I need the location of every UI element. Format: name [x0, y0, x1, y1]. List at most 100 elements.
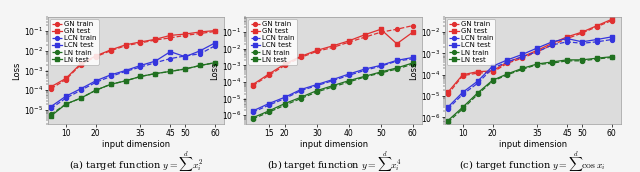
LN test: [533, 63, 541, 65]
LCN test: [329, 78, 337, 80]
LN test: [211, 62, 219, 64]
GN train: [181, 34, 189, 36]
LN test: [122, 80, 129, 82]
GN train: [459, 75, 467, 77]
LCN train: [608, 39, 616, 41]
LCN train: [77, 89, 84, 91]
Line: GN test: GN test: [251, 27, 415, 87]
GN test: [329, 45, 337, 47]
LN train: [345, 81, 353, 83]
GN train: [329, 46, 337, 49]
GN test: [77, 63, 84, 65]
Legend: GN train, GN test, LCN train, LCN test, LN train, LN test: GN train, GN test, LCN train, LCN test, …: [50, 19, 99, 65]
Text: (a) target function $y = \sum_{i=1}^d x_i^2$: (a) target function $y = \sum_{i=1}^d x_…: [69, 150, 203, 172]
LCN train: [409, 58, 417, 60]
LN train: [107, 83, 115, 85]
LCN test: [608, 36, 616, 38]
LN train: [593, 58, 601, 60]
LCN train: [393, 60, 401, 62]
LCN train: [578, 42, 586, 44]
GN train: [77, 63, 84, 66]
GN test: [136, 41, 144, 43]
Line: LCN train: LCN train: [251, 57, 415, 114]
LCN test: [249, 110, 257, 112]
Y-axis label: Loss: Loss: [211, 61, 220, 80]
LN train: [474, 93, 481, 95]
GN test: [444, 91, 452, 93]
LN train: [489, 80, 497, 82]
LCN test: [62, 95, 70, 97]
GN test: [548, 42, 556, 44]
GN train: [249, 85, 257, 87]
LN test: [409, 62, 417, 64]
LN train: [409, 63, 417, 65]
LCN train: [62, 97, 70, 99]
LN train: [281, 104, 289, 106]
LN test: [281, 103, 289, 105]
LCN train: [377, 65, 385, 67]
GN test: [474, 71, 481, 73]
GN train: [211, 30, 219, 33]
LN test: [136, 76, 144, 78]
LCN test: [265, 103, 273, 105]
LCN train: [329, 80, 337, 82]
GN test: [593, 25, 601, 27]
LN train: [377, 72, 385, 74]
Legend: GN train, GN test, LCN train, LCN test, LN train, LN test: GN train, GN test, LCN train, LCN test, …: [248, 19, 297, 65]
GN test: [107, 49, 115, 51]
LN test: [593, 57, 601, 59]
LCN train: [166, 58, 174, 60]
GN train: [265, 74, 273, 76]
Line: LN train: LN train: [446, 56, 614, 124]
GN train: [313, 50, 321, 52]
GN train: [563, 37, 571, 40]
LCN test: [345, 73, 353, 75]
LN train: [297, 98, 305, 100]
GN train: [47, 88, 55, 90]
LN train: [459, 108, 467, 110]
Y-axis label: Loss: Loss: [12, 61, 21, 80]
Line: LN train: LN train: [49, 61, 217, 116]
GN train: [578, 32, 586, 34]
LCN train: [474, 82, 481, 84]
LCN train: [459, 93, 467, 95]
LN train: [548, 62, 556, 64]
Line: GN test: GN test: [446, 17, 614, 94]
X-axis label: input dimension: input dimension: [499, 141, 567, 149]
LN train: [47, 113, 55, 115]
GN test: [459, 74, 467, 76]
LCN train: [152, 62, 159, 64]
LN train: [608, 56, 616, 58]
LN test: [152, 73, 159, 75]
LCN train: [107, 76, 115, 78]
GN test: [211, 30, 219, 32]
LCN test: [489, 65, 497, 67]
LN test: [474, 92, 481, 94]
Line: LCN train: LCN train: [49, 44, 217, 110]
LN train: [136, 76, 144, 78]
LCN train: [593, 41, 601, 43]
GN train: [166, 37, 174, 39]
LCN test: [409, 56, 417, 58]
LN train: [166, 70, 174, 72]
LN test: [361, 75, 369, 77]
LN test: [393, 67, 401, 69]
GN test: [249, 84, 257, 86]
GN train: [345, 41, 353, 43]
GN test: [281, 63, 289, 65]
GN test: [393, 43, 401, 45]
LN test: [181, 68, 189, 70]
LCN train: [122, 70, 129, 72]
GN train: [548, 44, 556, 46]
GN train: [361, 36, 369, 38]
X-axis label: input dimension: input dimension: [300, 141, 369, 149]
GN train: [393, 28, 401, 30]
LN test: [578, 59, 586, 61]
GN test: [297, 55, 305, 57]
LCN test: [361, 68, 369, 70]
GN test: [47, 86, 55, 88]
LN test: [563, 59, 571, 61]
LN test: [92, 89, 100, 91]
GN test: [533, 49, 541, 51]
Text: (b) target function $y = \sum_{i=1}^d x_i^4$: (b) target function $y = \sum_{i=1}^d x_…: [267, 150, 402, 172]
